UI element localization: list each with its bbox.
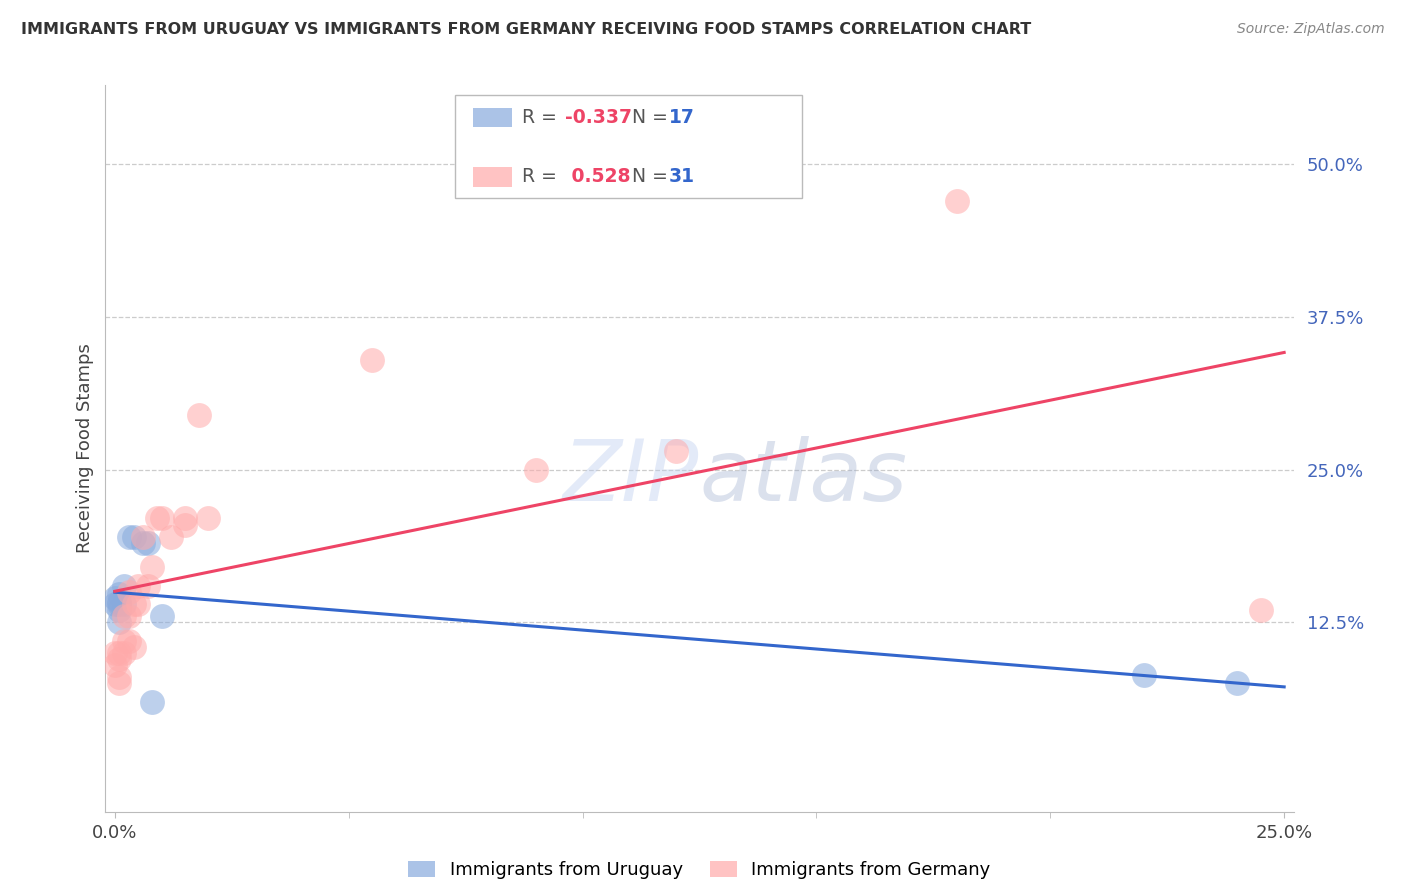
Legend: Immigrants from Uruguay, Immigrants from Germany: Immigrants from Uruguay, Immigrants from… bbox=[401, 854, 998, 887]
Point bbox=[112, 646, 135, 660]
Text: 0.528: 0.528 bbox=[565, 168, 630, 186]
Point bbox=[108, 670, 131, 684]
Y-axis label: Receiving Food Stamps: Receiving Food Stamps bbox=[76, 343, 94, 553]
Point bbox=[136, 536, 159, 550]
Point bbox=[104, 646, 127, 660]
Point bbox=[132, 536, 155, 550]
Text: -0.337: -0.337 bbox=[565, 108, 631, 128]
Point bbox=[188, 408, 211, 422]
Text: IMMIGRANTS FROM URUGUAY VS IMMIGRANTS FROM GERMANY RECEIVING FOOD STAMPS CORRELA: IMMIGRANTS FROM URUGUAY VS IMMIGRANTS FR… bbox=[21, 22, 1032, 37]
Point bbox=[150, 511, 173, 525]
Point bbox=[524, 462, 547, 476]
Point bbox=[122, 597, 145, 611]
Point bbox=[118, 609, 141, 624]
Point bbox=[665, 444, 688, 458]
Point bbox=[141, 560, 163, 574]
Point bbox=[361, 352, 384, 367]
Point bbox=[132, 530, 155, 544]
Point bbox=[1250, 603, 1272, 617]
Point bbox=[108, 603, 131, 617]
Point bbox=[104, 597, 127, 611]
Point bbox=[146, 511, 169, 525]
Point bbox=[108, 597, 131, 611]
Text: R =: R = bbox=[523, 108, 564, 128]
Text: 31: 31 bbox=[669, 168, 695, 186]
Point bbox=[104, 658, 127, 673]
Point bbox=[118, 530, 141, 544]
Point bbox=[112, 579, 135, 593]
Point bbox=[150, 609, 173, 624]
Text: Source: ZipAtlas.com: Source: ZipAtlas.com bbox=[1237, 22, 1385, 37]
Point bbox=[118, 633, 141, 648]
Point bbox=[122, 640, 145, 654]
Text: ZIP: ZIP bbox=[564, 436, 700, 519]
Point bbox=[108, 646, 131, 660]
Point bbox=[108, 676, 131, 690]
Text: N =: N = bbox=[633, 108, 673, 128]
Point bbox=[1133, 668, 1156, 682]
Point bbox=[118, 584, 141, 599]
Point bbox=[112, 633, 135, 648]
Point bbox=[174, 517, 197, 532]
Point bbox=[112, 597, 135, 611]
Point bbox=[127, 597, 149, 611]
Point bbox=[104, 591, 127, 605]
Point bbox=[160, 530, 183, 544]
Point bbox=[127, 579, 149, 593]
Point bbox=[108, 594, 131, 608]
Text: R =: R = bbox=[523, 168, 564, 186]
Point bbox=[197, 511, 219, 525]
Point bbox=[1226, 676, 1249, 690]
Point bbox=[108, 615, 131, 630]
Text: atlas: atlas bbox=[700, 436, 907, 519]
Text: N =: N = bbox=[633, 168, 673, 186]
Point bbox=[108, 587, 131, 601]
Point bbox=[108, 652, 131, 666]
Point bbox=[136, 579, 159, 593]
Point bbox=[122, 530, 145, 544]
Text: 17: 17 bbox=[669, 108, 695, 128]
Point bbox=[141, 695, 163, 709]
Point bbox=[174, 511, 197, 525]
Point bbox=[945, 194, 967, 208]
Point bbox=[112, 609, 135, 624]
